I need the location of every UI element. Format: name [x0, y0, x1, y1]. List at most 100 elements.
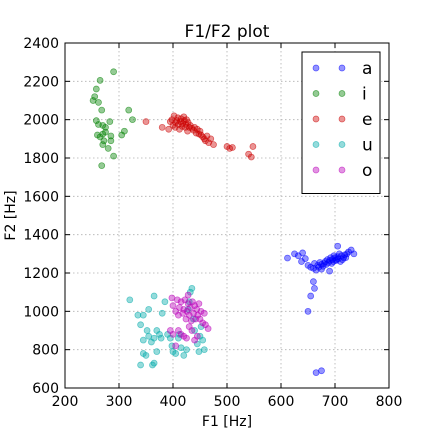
x-axis-label: F1 [Hz]: [202, 414, 252, 430]
point-o: [172, 342, 180, 350]
point-a: [310, 278, 317, 285]
y-tick-label: 1400: [23, 228, 59, 244]
point-u: [142, 352, 150, 359]
point-o: [169, 302, 177, 309]
point-u: [149, 361, 156, 369]
y-tick-label: 1000: [23, 304, 59, 320]
legend-entry-i: i: [312, 85, 367, 105]
point-u: [157, 334, 165, 342]
point-u: [180, 352, 188, 359]
point-a: [291, 250, 298, 258]
y-tick-label: 2400: [23, 36, 59, 52]
point-u: [200, 346, 208, 354]
point-o: [168, 294, 176, 302]
point-a: [311, 260, 318, 267]
point-i: [98, 162, 106, 170]
point-u: [139, 311, 147, 319]
point-u: [199, 336, 207, 344]
point-u: [139, 336, 147, 344]
point-u: [161, 298, 169, 306]
legend-marker: [312, 141, 320, 148]
x-tick-label: 700: [322, 394, 349, 410]
y-tick-label: 1600: [23, 189, 59, 205]
legend-box: [301, 51, 381, 194]
legend-label: e: [362, 110, 372, 130]
y-axis-label: F2 [Hz]: [3, 190, 19, 240]
point-i: [91, 93, 99, 101]
point-u: [158, 309, 166, 317]
chart-title: F1/F2 plot: [185, 22, 270, 42]
point-a: [350, 250, 358, 258]
point-e: [142, 118, 150, 125]
point-i: [95, 99, 102, 106]
x-tick-label: 200: [52, 394, 79, 410]
point-o: [195, 300, 203, 308]
point-o: [193, 332, 201, 340]
point-a: [301, 255, 309, 262]
x-tick-label: 300: [106, 394, 133, 410]
point-o: [180, 306, 188, 313]
series-a: [284, 242, 358, 377]
point-u: [134, 311, 142, 319]
point-i: [92, 85, 100, 93]
point-a: [326, 267, 333, 275]
legend-marker: [338, 90, 346, 97]
point-o: [204, 325, 212, 332]
point-e: [196, 127, 204, 135]
legend-marker: [338, 64, 346, 72]
point-o: [188, 327, 196, 334]
point-a: [299, 249, 306, 257]
point-a: [284, 254, 291, 262]
point-o: [200, 309, 208, 317]
point-u: [172, 350, 180, 357]
point-e: [229, 144, 236, 151]
point-e: [158, 123, 166, 131]
point-i: [96, 77, 104, 84]
point-u: [150, 292, 158, 300]
series-i: [89, 68, 136, 170]
x-tick-label: 600: [268, 394, 295, 410]
data-points: [89, 68, 358, 377]
point-i: [121, 127, 128, 135]
legend-entry-a: a: [312, 59, 372, 79]
point-o: [183, 334, 190, 342]
y-tick-label: 2000: [23, 113, 59, 129]
point-i: [110, 152, 117, 160]
point-a: [334, 242, 342, 250]
legend-marker: [312, 166, 320, 174]
series-u: [126, 284, 208, 369]
legend-label: o: [362, 161, 372, 181]
y-tick-label: 2200: [23, 74, 59, 90]
legend-entry-e: e: [312, 110, 372, 130]
point-a: [342, 254, 350, 262]
legend-marker: [338, 115, 346, 123]
point-u: [137, 361, 144, 369]
point-i: [100, 137, 108, 145]
point-o: [169, 330, 177, 338]
point-i: [104, 145, 112, 152]
legend-entry-o: o: [312, 161, 372, 181]
x-tick-label: 500: [214, 394, 241, 410]
point-e: [205, 139, 212, 147]
point-o: [189, 298, 196, 306]
point-i: [107, 132, 115, 140]
legend-label: a: [362, 59, 372, 79]
point-u: [156, 330, 163, 338]
point-o: [197, 307, 205, 315]
legend-marker: [338, 141, 346, 148]
point-a: [318, 367, 325, 375]
axis-ticks: 200 300 400 500 600 700 800 600 800 1000 1200 1400 1…: [23, 36, 402, 410]
point-i: [110, 68, 117, 76]
series-e: [142, 112, 257, 161]
x-tick-label: 400: [160, 394, 187, 410]
point-o: [177, 298, 185, 306]
legend-label: i: [362, 85, 367, 105]
y-tick-label: 1800: [23, 151, 59, 167]
point-i: [107, 137, 115, 145]
y-tick-label: 1200: [23, 266, 59, 282]
point-i: [106, 118, 114, 125]
point-e: [165, 125, 173, 133]
point-i: [98, 106, 106, 114]
